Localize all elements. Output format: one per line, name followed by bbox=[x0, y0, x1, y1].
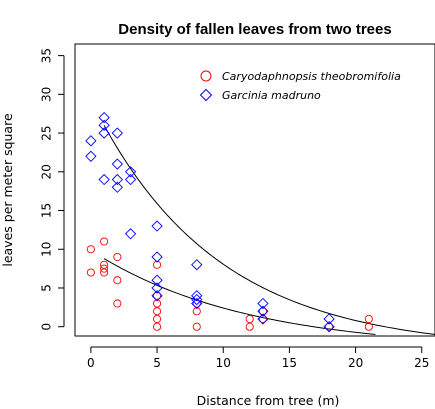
fit-curve-1 bbox=[103, 258, 376, 335]
y-tick-label: 0 bbox=[40, 323, 54, 331]
series-2-point bbox=[151, 290, 163, 302]
series-2-point bbox=[151, 220, 163, 232]
series-1-point bbox=[258, 314, 267, 324]
series-1-point bbox=[192, 307, 201, 316]
series-1-point bbox=[100, 268, 109, 277]
y-axis-label: leaves per meter square bbox=[0, 113, 15, 267]
series-2-point bbox=[151, 274, 163, 286]
chart-title: Density of fallen leaves from two trees bbox=[118, 21, 391, 38]
series-1-point bbox=[153, 299, 162, 308]
fit-curves bbox=[103, 125, 435, 335]
series-1-point bbox=[153, 307, 162, 316]
x-tick-label: 25 bbox=[414, 356, 429, 370]
y-tick-label: 30 bbox=[40, 87, 54, 102]
x-tick-label: 0 bbox=[87, 356, 95, 370]
series-2-point bbox=[257, 297, 269, 310]
series-2-point bbox=[191, 293, 203, 306]
series-2-point bbox=[111, 173, 123, 186]
series-1-point bbox=[113, 252, 122, 262]
y-tick-label: 20 bbox=[40, 164, 54, 179]
x-tick-label: 5 bbox=[153, 356, 161, 370]
y-axis: 0 5 10 15 20 25 30 35 bbox=[40, 48, 65, 331]
series-2-point bbox=[85, 135, 97, 147]
series-1-point bbox=[113, 299, 122, 308]
fit-curve-2 bbox=[103, 125, 435, 335]
x-tick-label: 15 bbox=[282, 356, 297, 370]
legend-label: Garcinia madruno bbox=[222, 89, 321, 102]
series-2-point bbox=[98, 119, 110, 131]
x-axis-label: Distance from tree (m) bbox=[197, 393, 340, 408]
series-1-point bbox=[100, 260, 109, 269]
y-tick-label: 15 bbox=[40, 203, 54, 218]
series-2-point bbox=[151, 251, 163, 263]
series-2-point bbox=[257, 305, 269, 317]
series-2-point bbox=[257, 313, 269, 325]
series-2-point bbox=[191, 259, 203, 271]
series-2-point bbox=[124, 173, 137, 186]
series-1-point bbox=[364, 322, 373, 331]
series-2-point bbox=[111, 158, 123, 170]
series-1-point bbox=[192, 299, 201, 308]
series-2-point bbox=[98, 127, 110, 139]
y-tick-label: 5 bbox=[40, 284, 54, 292]
series-2-point bbox=[323, 313, 335, 325]
series-1-point bbox=[100, 237, 109, 246]
y-tick-label: 25 bbox=[40, 125, 54, 140]
series-2-point bbox=[323, 321, 335, 333]
series-1-point bbox=[153, 291, 162, 300]
series-2-point bbox=[111, 181, 123, 193]
y-tick-label: 10 bbox=[40, 242, 54, 257]
legend-marker-diamond bbox=[199, 88, 213, 102]
series-1-point bbox=[153, 322, 162, 331]
series-1-point bbox=[245, 314, 254, 324]
series-1-point bbox=[325, 322, 334, 331]
series-2-point bbox=[191, 290, 203, 302]
legend-label: Caryodaphnopsis theobromifolia bbox=[222, 70, 401, 83]
series-1-point bbox=[113, 276, 122, 285]
series-2-point bbox=[124, 228, 137, 240]
y-tick-label: 35 bbox=[40, 48, 54, 63]
series-2-point bbox=[191, 297, 203, 310]
series-1-point bbox=[86, 245, 95, 254]
series-2-point bbox=[98, 111, 110, 124]
series-1-point bbox=[192, 322, 201, 331]
series-1-point bbox=[86, 268, 95, 277]
series-1-point bbox=[364, 314, 373, 324]
legend: Caryodaphnopsis theobromifolia Garcinia m… bbox=[199, 70, 401, 102]
series-1-point bbox=[153, 260, 162, 269]
legend-marker-circle bbox=[200, 70, 212, 82]
x-axis: 0 5 10 15 20 25 bbox=[87, 346, 429, 370]
series-2-point bbox=[85, 150, 97, 162]
series-2-point bbox=[98, 173, 110, 186]
series-1-point bbox=[245, 322, 254, 331]
plot-frame bbox=[74, 43, 435, 337]
series-2-point bbox=[111, 127, 123, 139]
series-1-point bbox=[100, 264, 109, 273]
data-points bbox=[85, 111, 373, 333]
series-1-point bbox=[258, 307, 267, 316]
x-tick-label: 10 bbox=[216, 356, 231, 370]
series-1-point bbox=[153, 314, 162, 324]
x-tick-label: 20 bbox=[348, 356, 363, 370]
series-2-point bbox=[151, 282, 163, 294]
series-2-point bbox=[124, 166, 137, 178]
